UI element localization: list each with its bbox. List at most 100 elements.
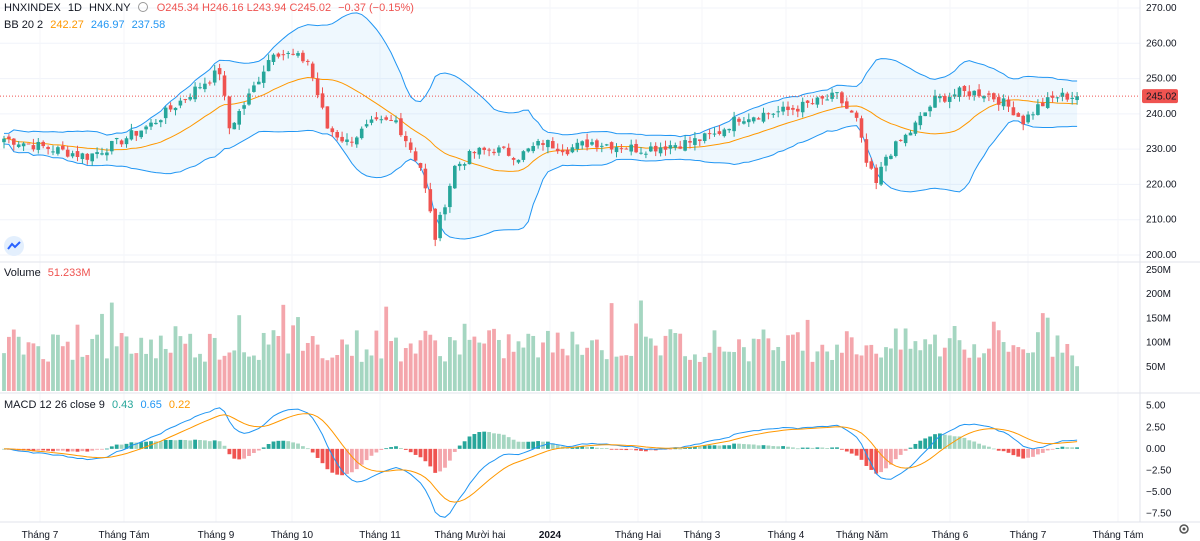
volume-bar [849, 337, 854, 391]
volume-bar [158, 335, 163, 391]
volume-bar [21, 354, 26, 391]
volume-bar [340, 339, 344, 391]
macd-histogram-bar [203, 440, 207, 449]
macd-histogram-bar [1055, 447, 1060, 449]
volume-bar [56, 334, 60, 391]
volume-bar [663, 335, 668, 391]
macd-histogram-bar [374, 448, 379, 453]
macd-histogram-bar [595, 447, 599, 449]
candle-body [619, 148, 624, 150]
candle-body [163, 107, 168, 119]
ohlc-open: O245.34 [156, 2, 199, 14]
volume-bar [389, 341, 393, 391]
volume-bar [65, 341, 70, 391]
volume-bar [399, 361, 403, 391]
candle-body [379, 119, 384, 121]
time-axis[interactable]: Tháng 7 Tháng Tám Tháng 9 Tháng 10 Tháng 11 T… [22, 530, 1144, 541]
time-tick-label: Tháng 9 [198, 530, 235, 541]
macd-histogram-bar [501, 434, 506, 449]
symbol-name[interactable]: HNXINDEX [4, 2, 61, 14]
candle-body [75, 151, 80, 157]
candle-body [742, 121, 746, 124]
bb-legend[interactable]: BB 20 2 242.27 246.97 237.58 [4, 19, 169, 31]
macd-histogram-bar [805, 447, 810, 449]
volume-label: Volume [4, 267, 41, 279]
volume-bar [565, 355, 570, 391]
ohlc-low: L243.94 [246, 2, 287, 14]
volume-bar [952, 326, 957, 391]
candle-body [188, 97, 192, 100]
candle-body [320, 93, 325, 108]
candle-body [918, 115, 923, 126]
volume-bar [516, 341, 521, 391]
candle-body [658, 147, 663, 154]
volume-bar [536, 357, 540, 391]
volume-bar [918, 350, 923, 391]
macd-histogram-bar [786, 446, 790, 449]
candle-body [1036, 104, 1040, 115]
macd-tick-label: −7.50 [1146, 509, 1172, 520]
volume-bar [222, 355, 227, 391]
volume-bar [482, 343, 487, 391]
candle-body [65, 149, 70, 157]
candle-body [1070, 97, 1074, 99]
price-axis[interactable]: 270.00 260.00 250.00 240.00 230.00 220.00 210.… [1146, 3, 1177, 520]
volume-bar [874, 353, 879, 391]
volume-bar [712, 330, 717, 391]
candle-body [791, 107, 795, 110]
volume-bar [41, 359, 46, 391]
candle-body [776, 111, 780, 113]
macd-histogram-bar [232, 448, 237, 459]
macd-histogram-bar [693, 446, 697, 449]
tradingview-cloud-icon[interactable] [4, 236, 24, 256]
candle-body [168, 105, 173, 110]
macd-histogram-bar [624, 448, 629, 451]
macd-histogram-bar [1001, 448, 1006, 452]
volume-bar [310, 336, 315, 391]
candle-body [668, 145, 673, 149]
macd-histogram-bar [1040, 448, 1045, 453]
volume-bar [766, 338, 771, 391]
candle-body [291, 53, 295, 55]
macd-histogram-bar [301, 446, 305, 449]
volume-legend[interactable]: Volume 51.233M [4, 267, 95, 279]
volume-bar [350, 355, 354, 391]
macd-histogram-bar [987, 446, 991, 449]
candle-body [629, 144, 633, 152]
volume-bar [193, 357, 197, 391]
price-pane[interactable] [0, 12, 1140, 247]
volume-bar [546, 330, 550, 391]
gear-icon[interactable] [1179, 524, 1189, 534]
macd-histogram-bar [364, 448, 369, 461]
candle-body [428, 189, 433, 212]
volume-bar [379, 358, 384, 391]
candle-body [266, 60, 271, 72]
volume-tick-label: 100M [1146, 338, 1171, 349]
volume-bar [492, 328, 496, 391]
candle-body [408, 142, 413, 150]
macd-histogram-bar [487, 432, 491, 449]
interval[interactable]: 1D [67, 2, 82, 14]
macd-histogram-bar [913, 443, 918, 449]
pane-dividers[interactable] [0, 0, 1200, 523]
macd-legend[interactable]: MACD 12 26 close 9 0.43 0.65 0.22 [4, 399, 194, 411]
candle-body [1065, 93, 1070, 100]
candle-body [761, 112, 766, 122]
volume-bar [198, 353, 202, 391]
macd-histogram-bar [497, 433, 501, 449]
macd-histogram-bar [51, 448, 55, 452]
volume-pane[interactable] [2, 300, 1079, 391]
macd-histogram-bar [840, 448, 844, 450]
volume-bar [183, 343, 188, 391]
candle-body [624, 148, 629, 150]
macd-pane[interactable] [2, 407, 1079, 518]
macd-histogram-bar [546, 441, 550, 449]
volume-bar [163, 348, 168, 391]
candle-body [276, 53, 281, 57]
macd-histogram-bar [795, 448, 800, 450]
macd-histogram-bar [550, 443, 555, 449]
macd-histogram-bar [761, 445, 766, 449]
volume-bar [893, 328, 898, 391]
symbol-legend[interactable]: HNXINDEX 1D HNX.NY O245.34 H246.16 L243.… [4, 2, 418, 14]
